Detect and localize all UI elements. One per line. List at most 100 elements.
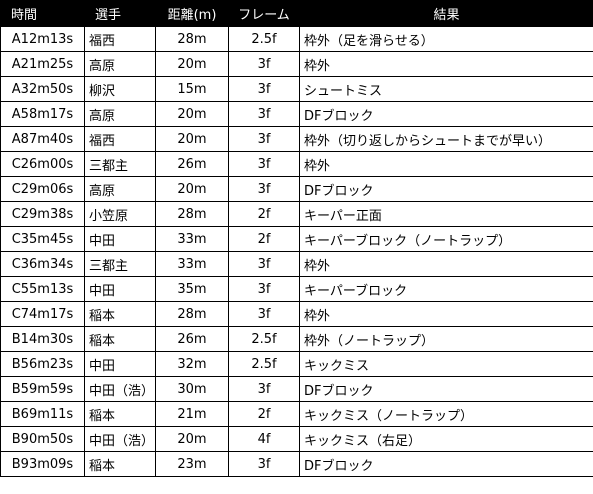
cell-frame: 2.5f — [228, 26, 300, 52]
cell-distance: 20m — [155, 101, 229, 127]
cell-time: A58m17s — [0, 101, 85, 127]
cell-frame: 3f — [228, 176, 300, 202]
cell-distance: 20m — [155, 426, 229, 452]
cell-time: C29m38s — [0, 201, 85, 227]
header-distance: 距離(m) — [155, 0, 229, 27]
cell-time: B90m50s — [0, 426, 85, 452]
cell-result: DFブロック — [299, 176, 593, 202]
cell-frame: 2f — [228, 401, 300, 427]
table-header: 時間 選手 距離(m) フレーム 結果 — [0, 0, 593, 27]
header-frame: フレーム — [228, 0, 300, 27]
cell-distance: 20m — [155, 51, 229, 77]
cell-frame: 4f — [228, 426, 300, 452]
cell-player: 稲本 — [84, 401, 156, 427]
table-row: C29m06s 高原 20m 3f DFブロック — [0, 176, 593, 202]
table-row: B90m50s 中田（浩） 20m 4f キックミス（右足） — [0, 426, 593, 452]
cell-result: キックミス（右足） — [299, 426, 593, 452]
cell-player: 稲本 — [84, 326, 156, 352]
cell-time: C35m45s — [0, 226, 85, 252]
cell-result: キーパーブロック（ノートラップ） — [299, 226, 593, 252]
shot-table: 時間 選手 距離(m) フレーム 結果 A12m13s 福西 28m 2.5f 枠外（足… — [0, 0, 593, 477]
cell-time: A12m13s — [0, 26, 85, 52]
cell-time: C74m17s — [0, 301, 85, 327]
cell-result: シュートミス — [299, 76, 593, 102]
table-row: A12m13s 福西 28m 2.5f 枠外（足を滑らせる） — [0, 26, 593, 52]
cell-result: DFブロック — [299, 376, 593, 402]
cell-frame: 2f — [228, 201, 300, 227]
table-row: C36m34s 三都主 33m 3f 枠外 — [0, 251, 593, 277]
header-time: 時間 — [0, 0, 85, 27]
cell-player: 中田 — [84, 351, 156, 377]
cell-result: 枠外（切り返しからシュートまでが早い） — [299, 126, 593, 152]
table-row: A21m25s 高原 20m 3f 枠外 — [0, 51, 593, 77]
cell-frame: 3f — [228, 251, 300, 277]
cell-time: A87m40s — [0, 126, 85, 152]
table-row: B93m09s 稲本 23m 3f DFブロック — [0, 451, 593, 477]
cell-player: 福西 — [84, 126, 156, 152]
cell-distance: 20m — [155, 176, 229, 202]
cell-result: DFブロック — [299, 451, 593, 477]
table-row: C55m13s 中田 35m 3f キーパーブロック — [0, 276, 593, 302]
cell-player: 高原 — [84, 51, 156, 77]
cell-player: 柳沢 — [84, 76, 156, 102]
header-result: 結果 — [299, 0, 593, 27]
header-player: 選手 — [84, 0, 156, 27]
cell-time: B14m30s — [0, 326, 85, 352]
cell-frame: 3f — [228, 451, 300, 477]
cell-result: キーパー正面 — [299, 201, 593, 227]
table-row: C26m00s 三都主 26m 3f 枠外 — [0, 151, 593, 177]
cell-time: C36m34s — [0, 251, 85, 277]
cell-player: 三都主 — [84, 251, 156, 277]
table-row: C35m45s 中田 33m 2f キーパーブロック（ノートラップ） — [0, 226, 593, 252]
cell-frame: 2f — [228, 226, 300, 252]
cell-player: 中田 — [84, 276, 156, 302]
cell-player: 中田（浩） — [84, 376, 156, 402]
cell-result: 枠外（足を滑らせる） — [299, 26, 593, 52]
cell-player: 小笠原 — [84, 201, 156, 227]
cell-player: 三都主 — [84, 151, 156, 177]
cell-result: キーパーブロック — [299, 276, 593, 302]
cell-time: C55m13s — [0, 276, 85, 302]
cell-player: 稲本 — [84, 301, 156, 327]
cell-distance: 32m — [155, 351, 229, 377]
cell-frame: 3f — [228, 276, 300, 302]
cell-frame: 3f — [228, 151, 300, 177]
cell-result: 枠外 — [299, 151, 593, 177]
table-row: A87m40s 福西 20m 3f 枠外（切り返しからシュートまでが早い） — [0, 126, 593, 152]
cell-frame: 2.5f — [228, 326, 300, 352]
cell-time: A32m50s — [0, 76, 85, 102]
cell-result: 枠外 — [299, 51, 593, 77]
table-row: B59m59s 中田（浩） 30m 3f DFブロック — [0, 376, 593, 402]
cell-frame: 2.5f — [228, 351, 300, 377]
table-row: B14m30s 稲本 26m 2.5f 枠外（ノートラップ） — [0, 326, 593, 352]
cell-time: B69m11s — [0, 401, 85, 427]
table-row: B56m23s 中田 32m 2.5f キックミス — [0, 351, 593, 377]
cell-distance: 33m — [155, 251, 229, 277]
table-row: A58m17s 高原 20m 3f DFブロック — [0, 101, 593, 127]
table-row: C29m38s 小笠原 28m 2f キーパー正面 — [0, 201, 593, 227]
cell-player: 福西 — [84, 26, 156, 52]
cell-result: キックミス — [299, 351, 593, 377]
cell-player: 高原 — [84, 101, 156, 127]
cell-distance: 21m — [155, 401, 229, 427]
cell-distance: 30m — [155, 376, 229, 402]
cell-distance: 28m — [155, 26, 229, 52]
cell-distance: 26m — [155, 151, 229, 177]
cell-result: 枠外（ノートラップ） — [299, 326, 593, 352]
cell-result: キックミス（ノートラップ） — [299, 401, 593, 427]
cell-frame: 3f — [228, 376, 300, 402]
cell-frame: 3f — [228, 301, 300, 327]
cell-frame: 3f — [228, 51, 300, 77]
cell-frame: 3f — [228, 101, 300, 127]
cell-distance: 15m — [155, 76, 229, 102]
cell-distance: 33m — [155, 226, 229, 252]
cell-distance: 23m — [155, 451, 229, 477]
cell-distance: 20m — [155, 126, 229, 152]
cell-result: 枠外 — [299, 301, 593, 327]
cell-distance: 28m — [155, 201, 229, 227]
header-row: 時間 選手 距離(m) フレーム 結果 — [0, 0, 593, 27]
cell-player: 中田 — [84, 226, 156, 252]
cell-result: DFブロック — [299, 101, 593, 127]
cell-time: B59m59s — [0, 376, 85, 402]
table-row: A32m50s 柳沢 15m 3f シュートミス — [0, 76, 593, 102]
